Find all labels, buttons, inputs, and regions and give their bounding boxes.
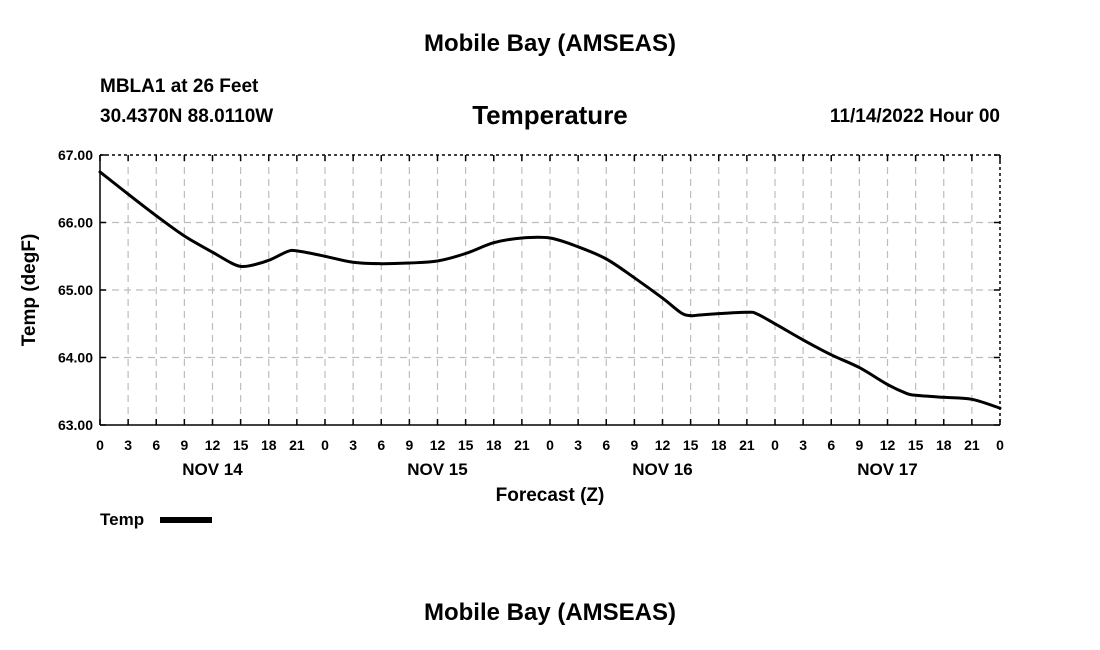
x-tick-label: 12 bbox=[205, 437, 221, 453]
y-tick-label: 67.00 bbox=[58, 147, 93, 163]
x-tick-label: 9 bbox=[180, 437, 188, 453]
x-tick-label: 12 bbox=[880, 437, 896, 453]
chart-gridlines bbox=[100, 155, 1000, 425]
x-tick-label: 21 bbox=[289, 437, 305, 453]
x-tick-label: 15 bbox=[458, 437, 474, 453]
forecast-datetime: 11/14/2022 Hour 00 bbox=[829, 106, 1000, 127]
page-title-top: Mobile Bay (AMSEAS) bbox=[423, 30, 677, 57]
x-tick-label: 15 bbox=[908, 437, 924, 453]
x-tick-label: 0 bbox=[996, 437, 1004, 453]
x-day-label: NOV 14 bbox=[182, 460, 243, 479]
x-tick-label: 9 bbox=[630, 437, 638, 453]
x-tick-label: 21 bbox=[739, 437, 755, 453]
chart-legend: Temp bbox=[100, 510, 212, 529]
x-tick-label: 9 bbox=[405, 437, 413, 453]
chart-axes: 0 3 6 9 12 15 18 21 0 3 6 9 12 15 18 21 0 3 6 9 12 15 18 21 0 3 6 9… bbox=[19, 147, 1004, 506]
x-tick-label: 0 bbox=[96, 437, 104, 453]
x-tick-label: 3 bbox=[124, 437, 132, 453]
x-tick-label: 3 bbox=[799, 437, 807, 453]
x-tick-label: 0 bbox=[321, 437, 329, 453]
series-line-temp bbox=[98, 170, 1002, 410]
x-tick-label: 0 bbox=[771, 437, 779, 453]
x-tick-label: 6 bbox=[152, 437, 160, 453]
x-tick-label: 18 bbox=[936, 437, 952, 453]
x-tick-label: 12 bbox=[655, 437, 671, 453]
x-day-label: NOV 16 bbox=[632, 460, 692, 479]
x-tick-label: 18 bbox=[486, 437, 502, 453]
y-tick-label: 63.00 bbox=[58, 417, 93, 433]
station-label: MBLA1 at 26 Feet bbox=[100, 76, 259, 97]
x-day-label: NOV 15 bbox=[407, 460, 467, 479]
x-day-label: NOV 17 bbox=[857, 460, 917, 479]
chart-plot-area bbox=[98, 170, 1002, 410]
x-tick-label: 6 bbox=[602, 437, 610, 453]
x-tick-label: 3 bbox=[574, 437, 582, 453]
y-axis-title: Temp (degF) bbox=[19, 234, 40, 347]
x-tick-label: 21 bbox=[964, 437, 980, 453]
legend-label: Temp bbox=[100, 510, 144, 529]
variable-title: Temperature bbox=[472, 100, 628, 130]
x-tick-label: 6 bbox=[377, 437, 385, 453]
page-title-bottom: Mobile Bay (AMSEAS) bbox=[423, 599, 677, 626]
coordinates-label: 30.4370N 88.0110W bbox=[100, 106, 274, 127]
y-tick-label: 66.00 bbox=[58, 215, 93, 231]
x-tick-label: 18 bbox=[261, 437, 277, 453]
x-tick-label: 21 bbox=[514, 437, 530, 453]
y-tick-label: 64.00 bbox=[58, 350, 93, 366]
x-tick-label: 18 bbox=[711, 437, 727, 453]
x-axis-title: Forecast (Z) bbox=[496, 485, 605, 506]
x-tick-label: 3 bbox=[349, 437, 357, 453]
x-tick-label: 6 bbox=[827, 437, 835, 453]
x-tick-label: 0 bbox=[546, 437, 554, 453]
x-tick-label: 15 bbox=[233, 437, 249, 453]
x-tick-label: 9 bbox=[855, 437, 863, 453]
x-tick-label: 15 bbox=[683, 437, 699, 453]
y-tick-label: 65.00 bbox=[58, 282, 93, 298]
x-tick-label: 12 bbox=[430, 437, 446, 453]
